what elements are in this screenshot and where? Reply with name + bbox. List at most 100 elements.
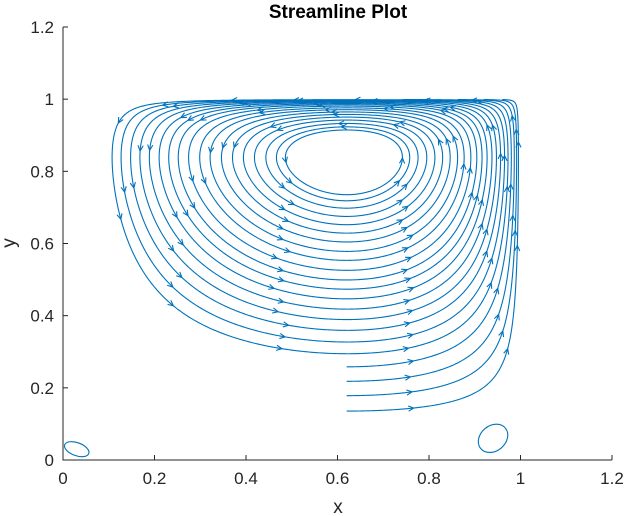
streamline-arrow	[491, 124, 498, 132]
streamline-arrow	[470, 97, 478, 104]
streamline-arrow	[405, 256, 413, 263]
streamline-arrow	[288, 199, 296, 206]
streamline-arrow	[467, 191, 474, 199]
streamline-arrow	[442, 106, 450, 113]
streamline-arrow	[179, 112, 187, 119]
streamline-arrow	[466, 166, 473, 174]
streamline-arrow	[498, 329, 505, 338]
streamline-arrow	[277, 266, 285, 273]
streamline-arrow	[478, 198, 485, 206]
streamline-arrow	[147, 144, 154, 152]
streamline-arrow	[269, 122, 277, 129]
streamline-arrow	[176, 271, 183, 279]
plot-area	[63, 96, 522, 458]
streamline-arrow	[406, 234, 414, 241]
x-tick-label: 1.2	[600, 469, 624, 488]
y-tick-label: 0.6	[30, 235, 54, 254]
streamline-arrow	[511, 229, 519, 237]
x-axis-label: x	[333, 497, 343, 516]
x-tick-label: 0.4	[234, 469, 258, 488]
streamline	[253, 119, 428, 217]
streamline-arrow	[493, 313, 500, 321]
streamline	[346, 98, 512, 368]
streamline-arrow	[188, 175, 195, 183]
streamline-arrow	[515, 140, 522, 148]
streamline-arrow	[277, 297, 285, 304]
streamline	[139, 100, 497, 321]
streamline-arrow	[452, 135, 459, 143]
streamline	[346, 98, 518, 397]
streamline-arrow	[393, 179, 401, 187]
streamline-arrow	[182, 209, 189, 217]
streamline-arrow	[232, 141, 239, 149]
streamline-arrow	[401, 183, 408, 191]
streamline-arrow	[186, 115, 194, 122]
streamline-arrow	[407, 358, 415, 366]
streamline-arrow	[482, 228, 489, 236]
streamline-arrow	[276, 234, 285, 241]
streamline-arrow	[486, 123, 492, 132]
streamline-arrow	[340, 123, 347, 130]
chart-title: Streamline Plot	[269, 2, 408, 23]
streamline-arrow	[337, 120, 345, 127]
streamline-arrow	[401, 247, 410, 253]
streamline-arrow	[167, 300, 175, 307]
y-axis-label: y	[0, 238, 20, 248]
streamline-arrow	[199, 114, 207, 121]
x-tick-label: 1	[516, 469, 525, 488]
x-tick-label: 0.8	[417, 469, 441, 488]
streamline	[199, 107, 465, 261]
y-tick-label: 0	[45, 451, 54, 470]
streamline-arrow	[460, 162, 467, 170]
streamline-arrow	[120, 186, 127, 194]
x-tick-label: 0.2	[143, 469, 167, 488]
streamline-arrow	[167, 244, 175, 252]
streamline-arrow	[282, 216, 290, 222]
streamline-arrow	[117, 117, 124, 125]
streamline-arrow	[398, 120, 406, 127]
streamline-arrow	[407, 405, 415, 412]
y-tick-label: 0.2	[30, 379, 54, 398]
streamline-arrow	[510, 114, 517, 122]
x-tick-label: 0.6	[326, 469, 350, 488]
streamline-arrow	[401, 268, 409, 275]
streamline-arrow	[230, 97, 238, 104]
streamline-arrow	[171, 211, 178, 219]
streamline-arrow	[200, 177, 207, 185]
streamline-arrow	[167, 281, 174, 288]
streamline	[284, 129, 403, 196]
streamline-arrow	[276, 223, 285, 230]
streamline-arrow	[501, 154, 508, 162]
streamline	[242, 116, 436, 226]
streamline-arrow	[276, 125, 284, 132]
streamline-arrow	[399, 156, 406, 164]
streamline-arrow	[514, 244, 521, 252]
streamline-arrow	[497, 152, 504, 160]
streamline	[111, 99, 509, 355]
streamline-arrow	[396, 199, 404, 206]
y-tick-label: 1	[45, 90, 54, 109]
streamline-arrow	[281, 156, 288, 164]
streamline-arrow	[503, 347, 510, 355]
streamline-arrow	[406, 389, 414, 396]
corner-eddy	[63, 441, 90, 458]
axes: 0 0.2 0.4 0.6 0.8 1 1.2 0 0.2 0.4 0.6 0.8 1 1.2	[30, 18, 623, 488]
streamline-arrow	[402, 346, 410, 353]
streamline-arrow	[404, 277, 412, 284]
corner-eddy	[477, 423, 509, 454]
streamline-arrow	[258, 108, 266, 116]
streamline	[158, 102, 488, 300]
streamline-arrow	[285, 177, 293, 184]
streamline-arrow	[477, 222, 484, 230]
streamline-arrow	[277, 276, 285, 283]
streamline-arrow	[509, 214, 516, 222]
streamline-arrow	[208, 146, 215, 154]
streamline-arrow	[221, 141, 228, 150]
streamline-arrow	[473, 194, 480, 202]
streamline-arrow	[482, 250, 489, 258]
streamline-arrow	[400, 226, 409, 233]
streamline-arrow	[278, 182, 286, 189]
streamline-arrow	[486, 281, 493, 289]
streamline-arrow	[445, 137, 452, 145]
